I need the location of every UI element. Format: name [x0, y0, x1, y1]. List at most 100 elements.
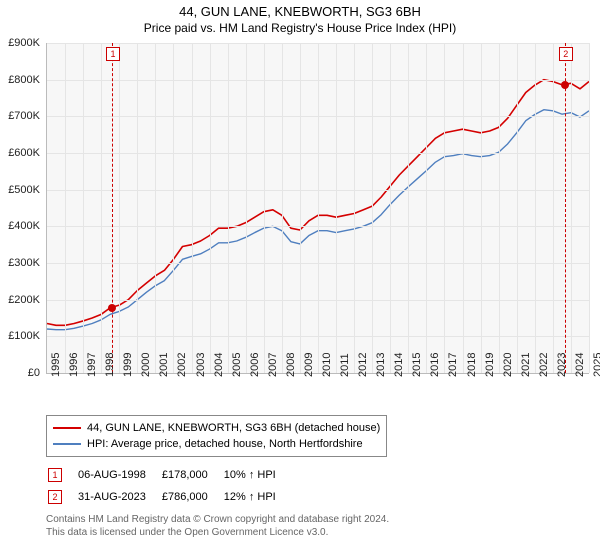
x-axis-label: 2011: [339, 353, 351, 377]
y-axis-label: £100K: [0, 330, 40, 342]
gridline-v: [83, 43, 84, 373]
gridline-v: [444, 43, 445, 373]
gridline-v: [517, 43, 518, 373]
legend-row: HPI: Average price, detached house, Nort…: [53, 436, 380, 452]
gridline-v: [499, 43, 500, 373]
event-date: 06-AUG-1998: [78, 465, 160, 485]
legend-box: 44, GUN LANE, KNEBWORTH, SG3 6BH (detach…: [46, 415, 387, 457]
gridline-v: [481, 43, 482, 373]
gridline-v: [336, 43, 337, 373]
event-date: 31-AUG-2023: [78, 487, 160, 507]
plot-area: 12: [46, 43, 589, 374]
y-axis-label: £700K: [0, 110, 40, 122]
x-axis-label: 2003: [195, 353, 207, 377]
x-axis-label: 2005: [231, 353, 243, 377]
x-axis-label: 2004: [213, 353, 225, 377]
gridline-v: [173, 43, 174, 373]
gridline-v: [155, 43, 156, 373]
footer-attribution: Contains HM Land Registry data © Crown c…: [46, 513, 588, 539]
event-row: 2 31-AUG-2023£786,00012% ↑ HPI: [48, 487, 290, 507]
title-subtitle: Price paid vs. HM Land Registry's House …: [0, 21, 600, 35]
gridline-v: [390, 43, 391, 373]
x-axis-label: 2015: [411, 353, 423, 377]
x-axis-label: 2020: [502, 353, 514, 377]
legend-swatch: [53, 427, 81, 429]
gridline-v: [119, 43, 120, 373]
y-axis-label: £400K: [0, 220, 40, 232]
x-axis-label: 2025: [592, 353, 600, 377]
x-axis-label: 2007: [267, 353, 279, 377]
event-delta: 12% ↑ HPI: [224, 487, 290, 507]
gridline-v: [408, 43, 409, 373]
event-dot: [108, 304, 116, 312]
legend-swatch: [53, 443, 81, 445]
footer-line2: This data is licensed under the Open Gov…: [46, 526, 588, 539]
gridline-v: [282, 43, 283, 373]
y-axis-label: £0: [0, 367, 40, 379]
gridline-v: [426, 43, 427, 373]
x-axis-label: 2013: [375, 353, 387, 377]
chart-container: 44, GUN LANE, KNEBWORTH, SG3 6BH Price p…: [0, 0, 600, 560]
x-axis-label: 1998: [104, 353, 116, 377]
gridline-v: [354, 43, 355, 373]
y-axis-label: £800K: [0, 74, 40, 86]
gridline-v: [192, 43, 193, 373]
y-axis-label: £200K: [0, 294, 40, 306]
x-axis-label: 2016: [429, 353, 441, 377]
event-row: 1 06-AUG-1998£178,00010% ↑ HPI: [48, 465, 290, 485]
event-number-box: 2: [48, 490, 62, 504]
gridline-v: [137, 43, 138, 373]
x-axis-label: 2014: [393, 353, 405, 377]
x-axis-label: 1996: [68, 353, 80, 377]
x-axis-label: 2012: [357, 353, 369, 377]
gridline-v: [318, 43, 319, 373]
x-axis-label: 2006: [249, 353, 261, 377]
footer-line1: Contains HM Land Registry data © Crown c…: [46, 513, 588, 526]
y-axis-label: £300K: [0, 257, 40, 269]
event-price: £178,000: [162, 465, 222, 485]
event-marker: 2: [559, 47, 573, 61]
y-axis-label: £600K: [0, 147, 40, 159]
title-address: 44, GUN LANE, KNEBWORTH, SG3 6BH: [0, 4, 600, 19]
y-axis-label: £500K: [0, 184, 40, 196]
event-price: £786,000: [162, 487, 222, 507]
event-number-box: 1: [48, 468, 62, 482]
x-axis-label: 2010: [321, 353, 333, 377]
x-axis-label: 2019: [484, 353, 496, 377]
y-axis-label: £900K: [0, 37, 40, 49]
x-axis-label: 1995: [50, 353, 62, 377]
gridline-v: [228, 43, 229, 373]
gridline-v: [571, 43, 572, 373]
events-table: 1 06-AUG-1998£178,00010% ↑ HPI 2 31-AUG-202…: [46, 463, 292, 509]
titles: 44, GUN LANE, KNEBWORTH, SG3 6BH Price p…: [0, 0, 600, 35]
legend-label: 44, GUN LANE, KNEBWORTH, SG3 6BH (detach…: [87, 422, 380, 434]
gridline-v: [535, 43, 536, 373]
x-axis-label: 2001: [158, 353, 170, 377]
event-dot: [561, 81, 569, 89]
x-axis-label: 1997: [86, 353, 98, 377]
x-axis-label: 2002: [176, 353, 188, 377]
gridline-v: [372, 43, 373, 373]
chart-area: 12 £0£100K£200K£300K£400K£500K£600K£700K…: [46, 43, 588, 373]
x-axis-label: 2021: [520, 353, 532, 377]
x-axis-label: 1999: [122, 353, 134, 377]
event-delta: 10% ↑ HPI: [224, 465, 290, 485]
gridline-v: [300, 43, 301, 373]
gridline-v: [463, 43, 464, 373]
x-axis-label: 2017: [447, 353, 459, 377]
gridline-v: [65, 43, 66, 373]
x-axis-label: 2023: [556, 353, 568, 377]
x-axis-label: 2008: [285, 353, 297, 377]
gridline-v: [553, 43, 554, 373]
event-marker: 1: [106, 47, 120, 61]
event-line: [112, 43, 113, 373]
x-axis-label: 2018: [466, 353, 478, 377]
x-axis-label: 2000: [140, 353, 152, 377]
gridline-v: [101, 43, 102, 373]
x-axis-label: 2024: [574, 353, 586, 377]
gridline-v: [246, 43, 247, 373]
legend-label: HPI: Average price, detached house, Nort…: [87, 438, 363, 450]
gridline-v: [589, 43, 590, 373]
x-axis-label: 2022: [538, 353, 550, 377]
legend-row: 44, GUN LANE, KNEBWORTH, SG3 6BH (detach…: [53, 420, 380, 436]
